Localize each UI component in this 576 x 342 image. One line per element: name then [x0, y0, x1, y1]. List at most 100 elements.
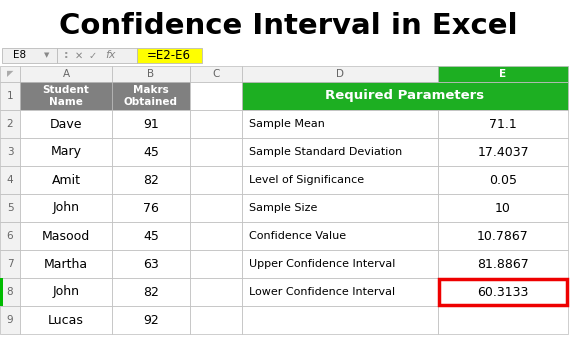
Text: 9: 9: [7, 315, 13, 325]
Bar: [242, 306, 438, 334]
Text: 7: 7: [7, 259, 13, 269]
Bar: [190, 306, 242, 334]
Bar: [57, 48, 137, 63]
Bar: [242, 250, 438, 278]
Text: Sample Standard Deviation: Sample Standard Deviation: [249, 147, 402, 157]
Bar: [190, 66, 242, 82]
Text: 10: 10: [495, 201, 511, 214]
Text: ✕: ✕: [75, 51, 83, 61]
Bar: [20, 66, 112, 82]
Bar: [0, 138, 20, 166]
Text: Confidence Interval in Excel: Confidence Interval in Excel: [59, 12, 517, 40]
Bar: [112, 82, 190, 110]
Bar: [438, 222, 568, 250]
Bar: [242, 222, 438, 250]
Bar: [242, 194, 438, 222]
Text: fx: fx: [105, 51, 115, 61]
Text: Martha: Martha: [44, 258, 88, 271]
Bar: [242, 138, 438, 166]
Bar: [190, 250, 242, 278]
Text: 2: 2: [7, 119, 13, 129]
Bar: [137, 48, 202, 63]
Text: Confidence Value: Confidence Value: [249, 231, 346, 241]
Text: 82: 82: [143, 286, 159, 299]
Bar: [242, 110, 438, 138]
Text: ✓: ✓: [89, 51, 97, 61]
Bar: [20, 194, 112, 222]
Bar: [112, 110, 190, 138]
Bar: [242, 66, 438, 82]
Text: 10.7867: 10.7867: [477, 229, 529, 242]
Bar: [112, 166, 190, 194]
Bar: [190, 278, 242, 306]
Text: 17.4037: 17.4037: [477, 145, 529, 158]
Text: Required Parameters: Required Parameters: [325, 90, 484, 103]
Bar: [20, 138, 112, 166]
Bar: [0, 166, 20, 194]
Text: Sample Size: Sample Size: [249, 203, 317, 213]
Bar: [112, 278, 190, 306]
Bar: [112, 222, 190, 250]
Bar: [438, 110, 568, 138]
Bar: [438, 194, 568, 222]
Text: 63: 63: [143, 258, 159, 271]
Text: 6: 6: [7, 231, 13, 241]
Bar: [190, 194, 242, 222]
Text: Lucas: Lucas: [48, 314, 84, 327]
Text: Amit: Amit: [51, 173, 81, 186]
Text: Lower Confidence Interval: Lower Confidence Interval: [249, 287, 395, 297]
Text: E: E: [499, 69, 506, 79]
Text: D: D: [336, 69, 344, 79]
Bar: [0, 66, 20, 82]
Bar: [0, 250, 20, 278]
Bar: [0, 222, 20, 250]
Text: 92: 92: [143, 314, 159, 327]
Bar: [439, 279, 567, 305]
Bar: [438, 66, 568, 82]
Text: :: :: [64, 51, 68, 61]
Bar: [112, 306, 190, 334]
Bar: [242, 166, 438, 194]
Text: 4: 4: [7, 175, 13, 185]
Bar: [438, 278, 568, 306]
Text: Sample Mean: Sample Mean: [249, 119, 325, 129]
Bar: [438, 166, 568, 194]
Text: B: B: [147, 69, 154, 79]
Bar: [0, 278, 3, 306]
Text: Dave: Dave: [50, 118, 82, 131]
Bar: [0, 110, 20, 138]
Bar: [112, 138, 190, 166]
Text: C: C: [213, 69, 219, 79]
Text: Makrs
Obtained: Makrs Obtained: [124, 85, 178, 107]
Bar: [20, 306, 112, 334]
Bar: [190, 138, 242, 166]
Bar: [20, 166, 112, 194]
Bar: [242, 82, 568, 110]
Bar: [190, 222, 242, 250]
Bar: [0, 82, 20, 110]
Bar: [438, 306, 568, 334]
Bar: [438, 250, 568, 278]
Text: Student
Name: Student Name: [43, 85, 89, 107]
Text: 81.8867: 81.8867: [477, 258, 529, 271]
Bar: [0, 306, 20, 334]
Text: ◤: ◤: [7, 69, 13, 79]
Text: John: John: [52, 286, 79, 299]
Text: Level of Significance: Level of Significance: [249, 175, 364, 185]
Text: =E2-E6: =E2-E6: [147, 49, 191, 62]
Bar: [242, 278, 438, 306]
Bar: [438, 138, 568, 166]
Text: 45: 45: [143, 229, 159, 242]
Text: 71.1: 71.1: [489, 118, 517, 131]
Bar: [190, 110, 242, 138]
Bar: [190, 166, 242, 194]
Bar: [20, 110, 112, 138]
Bar: [112, 250, 190, 278]
Bar: [20, 278, 112, 306]
Bar: [112, 194, 190, 222]
Text: ▼: ▼: [44, 53, 50, 58]
Text: E8: E8: [13, 51, 26, 61]
Bar: [190, 82, 242, 110]
Text: 91: 91: [143, 118, 159, 131]
Text: 76: 76: [143, 201, 159, 214]
